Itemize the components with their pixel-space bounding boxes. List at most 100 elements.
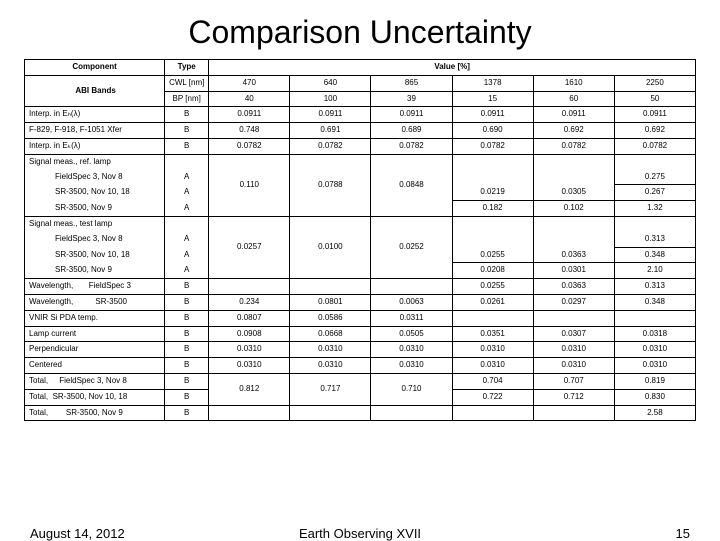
- cell: 0.0100: [290, 216, 371, 278]
- table-row: F-829, F-918, F-1051 Xfer B 0.748 0.691 …: [25, 123, 696, 139]
- table-row: Interp. in Eₕ(λ) B 0.0911 0.0911 0.0911 …: [25, 107, 696, 123]
- cell: 0.0363: [533, 279, 614, 295]
- cell: 0.0911: [209, 107, 290, 123]
- cell: 0.0911: [290, 107, 371, 123]
- cell: 0.0586: [290, 310, 371, 326]
- cell: 0.0310: [452, 358, 533, 374]
- hdr-bp: BP [nm]: [165, 91, 209, 107]
- cell: 0.110: [209, 154, 290, 216]
- table-row: Lamp current B 0.0908 0.0668 0.0505 0.03…: [25, 326, 696, 342]
- cell: 0.692: [533, 123, 614, 139]
- cell: 0.0297: [533, 294, 614, 310]
- bp-3: 15: [452, 91, 533, 107]
- cwl-3: 1378: [452, 75, 533, 91]
- cell: 0.0801: [290, 294, 371, 310]
- cell: 0.0782: [290, 138, 371, 154]
- cell: 0.712: [533, 389, 614, 405]
- cell-label: VNIR Si PDA temp.: [25, 310, 165, 326]
- cell: 0.348: [614, 294, 695, 310]
- cell: [209, 279, 290, 295]
- cell: 0.0301: [533, 263, 614, 279]
- cell-label: Total, SR-3500, Nov 9: [25, 405, 165, 421]
- cell: [290, 279, 371, 295]
- cell: 0.0310: [533, 342, 614, 358]
- cell: 0.707: [533, 373, 614, 389]
- cell: 0.0310: [533, 358, 614, 374]
- cell-type: A: [165, 185, 209, 201]
- cell: 0.689: [371, 123, 452, 139]
- cell-label: Total, SR-3500, Nov 10, 18: [25, 389, 165, 405]
- table-row: Wavelength, FieldSpec 3 B 0.0255 0.0363 …: [25, 279, 696, 295]
- cell: 0.0788: [290, 154, 371, 216]
- cell: 0.812: [209, 373, 290, 405]
- cell-label: Lamp current: [25, 326, 165, 342]
- cell-label: Signal meas., test lamp: [25, 216, 165, 231]
- cell: 0.0310: [614, 342, 695, 358]
- cell-label: Wavelength, SR-3500: [25, 294, 165, 310]
- cell: 0.0310: [452, 342, 533, 358]
- cell-type: B: [165, 279, 209, 295]
- cell: 0.267: [614, 185, 695, 201]
- cwl-0: 470: [209, 75, 290, 91]
- cell: 0.275: [614, 170, 695, 185]
- cell: 0.0782: [452, 138, 533, 154]
- cell: 0.819: [614, 373, 695, 389]
- cell: 0.0310: [371, 342, 452, 358]
- cell: [614, 310, 695, 326]
- cell-type: B: [165, 138, 209, 154]
- cell: 0.0911: [452, 107, 533, 123]
- cell: 0.102: [533, 201, 614, 217]
- cell: [165, 216, 209, 231]
- cell: 0.0782: [533, 138, 614, 154]
- cell: 0.0807: [209, 310, 290, 326]
- hdr-type: Type: [165, 60, 209, 76]
- cell: [614, 154, 695, 169]
- cell-label: Total, FieldSpec 3, Nov 8: [25, 373, 165, 389]
- cell: 0.0908: [209, 326, 290, 342]
- table-row: Total, FieldSpec 3, Nov 8 B 0.812 0.717 …: [25, 373, 696, 389]
- cell-type: A: [165, 170, 209, 185]
- cwl-5: 2250: [614, 75, 695, 91]
- cell: 0.0911: [533, 107, 614, 123]
- cell: 0.0782: [371, 138, 452, 154]
- cell: [290, 405, 371, 421]
- cell-label: F-829, F-918, F-1051 Xfer: [25, 123, 165, 139]
- cell-label: SR-3500, Nov 9: [25, 263, 165, 279]
- cell-type: B: [165, 107, 209, 123]
- cell-label: Signal meas., ref. lamp: [25, 154, 165, 169]
- cell-label: Wavelength, FieldSpec 3: [25, 279, 165, 295]
- cell: 0.0219: [452, 154, 533, 200]
- cell: 0.0310: [290, 358, 371, 374]
- cell: 0.0252: [371, 216, 452, 278]
- cell-label: FieldSpec 3, Nov 8: [25, 170, 165, 185]
- cell-type: B: [165, 294, 209, 310]
- cell: 0.182: [452, 201, 533, 217]
- cell: 0.234: [209, 294, 290, 310]
- cell: 0.0782: [209, 138, 290, 154]
- cell: 0.0310: [209, 358, 290, 374]
- cell-type: A: [165, 232, 209, 247]
- cwl-1: 640: [290, 75, 371, 91]
- cell: 0.0782: [614, 138, 695, 154]
- cell: 0.0307: [533, 326, 614, 342]
- cell: [165, 154, 209, 169]
- hdr-cwl: CWL [nm]: [165, 75, 209, 91]
- cell-type: B: [165, 342, 209, 358]
- uncertainty-table: Component Type Value [%] ABI Bands CWL […: [24, 59, 696, 421]
- cell-label: Interp. in Eₖ(λ): [25, 138, 165, 154]
- cell: 0.0848: [371, 154, 452, 216]
- cell: 0.0911: [371, 107, 452, 123]
- cell: 2.10: [614, 263, 695, 279]
- cell-type: B: [165, 373, 209, 389]
- cell: 0.313: [614, 279, 695, 295]
- cell: 0.710: [371, 373, 452, 405]
- cell: [209, 405, 290, 421]
- cell: 0.0310: [371, 358, 452, 374]
- cell-type: B: [165, 358, 209, 374]
- cell: 0.0363: [533, 216, 614, 262]
- bp-5: 50: [614, 91, 695, 107]
- cell-label: Centered: [25, 358, 165, 374]
- cell: 0.348: [614, 247, 695, 263]
- table-row: Signal meas., test lamp 0.0257 0.0100 0.…: [25, 216, 696, 231]
- cell-type: B: [165, 326, 209, 342]
